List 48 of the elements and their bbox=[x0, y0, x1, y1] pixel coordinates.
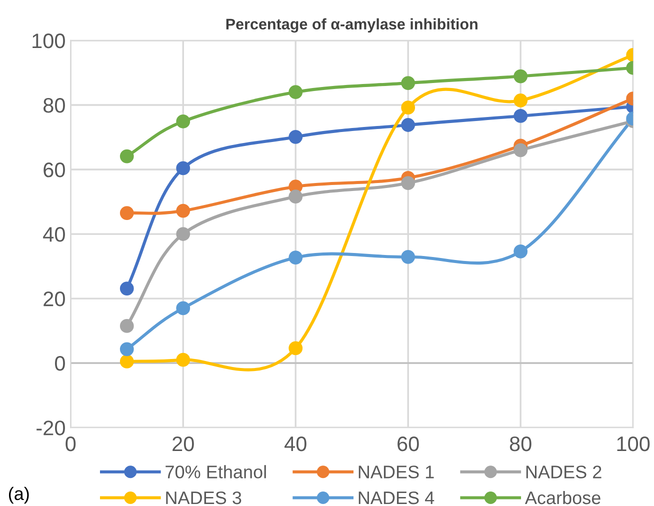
y-tick-label: 100 bbox=[32, 33, 65, 48]
legend-label: NADES 4 bbox=[358, 491, 434, 504]
point bbox=[288, 250, 303, 265]
point bbox=[120, 342, 134, 356]
x-tick-label: 80 bbox=[510, 436, 532, 452]
legend-label: NADES 3 bbox=[166, 491, 242, 504]
point bbox=[176, 352, 190, 367]
y-tick-label: 40 bbox=[43, 227, 65, 242]
legend-label: 70% Ethanol bbox=[166, 465, 266, 478]
point bbox=[288, 130, 303, 144]
y-tick-label: 20 bbox=[44, 292, 65, 306]
x-tick-label: 20 bbox=[172, 436, 194, 452]
point bbox=[176, 114, 190, 128]
point bbox=[514, 109, 528, 123]
x-tick-label: 40 bbox=[284, 436, 306, 452]
x-tick-label: 100 bbox=[617, 436, 650, 452]
point bbox=[288, 85, 303, 100]
text: (a) bbox=[8, 486, 29, 504]
point bbox=[514, 69, 528, 84]
y-tick-label: 0 bbox=[55, 356, 65, 371]
x-tick-label: 60 bbox=[398, 436, 419, 452]
point bbox=[176, 161, 190, 176]
point bbox=[514, 94, 528, 108]
point bbox=[514, 244, 528, 258]
point bbox=[288, 190, 303, 204]
point bbox=[120, 149, 134, 164]
y-tick-label: -20 bbox=[36, 420, 65, 436]
point bbox=[120, 206, 134, 220]
y-tick-label: 80 bbox=[44, 98, 65, 113]
point bbox=[514, 143, 528, 158]
point bbox=[288, 341, 303, 356]
point bbox=[120, 282, 134, 296]
point bbox=[176, 227, 190, 241]
point bbox=[120, 319, 134, 333]
point bbox=[401, 176, 416, 190]
y-tick-label: 60 bbox=[44, 162, 65, 178]
legend-label: NADES 1 bbox=[358, 466, 434, 478]
point bbox=[401, 118, 416, 132]
point bbox=[401, 100, 416, 115]
point bbox=[176, 204, 190, 218]
x-tick-label: 0 bbox=[66, 436, 76, 452]
point bbox=[401, 76, 416, 90]
point bbox=[120, 354, 134, 368]
legend-label: Acarbose bbox=[524, 490, 600, 504]
legend-label: NADES 2 bbox=[526, 466, 602, 478]
point bbox=[176, 301, 190, 316]
chart-title: Percentage of α-amylase inhibition bbox=[226, 18, 478, 33]
point bbox=[401, 250, 416, 264]
